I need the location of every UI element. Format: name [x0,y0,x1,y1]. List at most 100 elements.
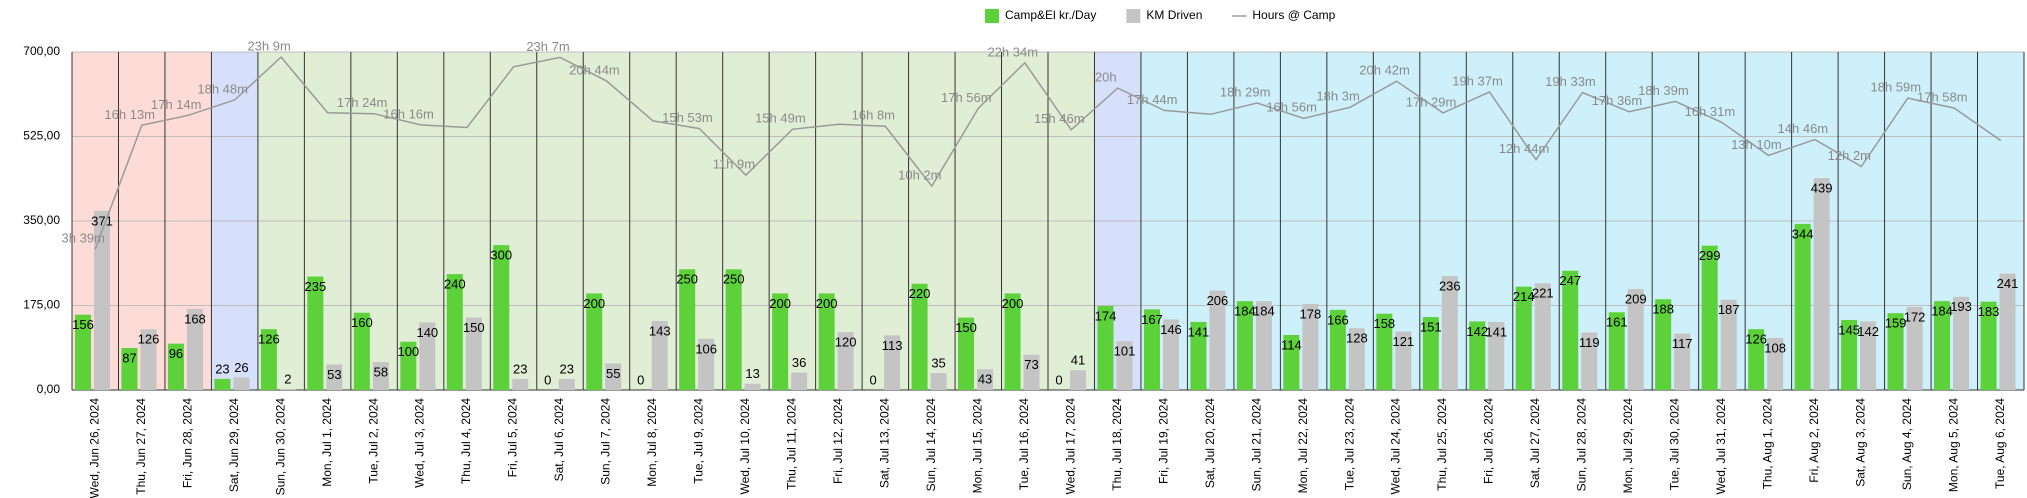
x-tick-label: Sat, Aug 3, 2024 [1854,398,1868,487]
x-tick-label: Tue, Aug 6, 2024 [1993,398,2007,489]
data-label: 35 [931,356,945,371]
line-label: 15h 46m [1034,111,1085,126]
legend-label: Hours @ Camp [1252,8,1335,22]
bar [1376,313,1393,390]
bar [493,245,510,390]
data-label: 183 [1978,304,2000,319]
bar [1348,328,1365,390]
bar [1720,299,1737,390]
line-label: 12h 44m [1499,141,1550,156]
bar [1953,296,1970,390]
data-label: 220 [909,286,931,301]
x-tick-label: Mon, Jul 22, 2024 [1296,398,1310,494]
bar [1515,286,1532,390]
data-label: 143 [649,323,671,338]
x-tick-label: Wed, Jul 31, 2024 [1714,398,1728,495]
bar [772,293,789,390]
line-label: 18h 48m [197,81,248,96]
x-tick-label: Sat, Jul 27, 2024 [1528,398,1542,488]
line-label: 18h 59m [1871,80,1922,95]
data-label: 145 [1838,322,1860,337]
x-tick-label: Mon, Aug 5, 2024 [1946,398,1960,492]
data-label: 73 [1024,357,1038,372]
data-label: 141 [1485,324,1507,339]
bar [930,373,947,390]
data-label: 101 [1114,344,1136,359]
x-tick-label: Thu, Jul 18, 2024 [1110,398,1124,491]
x-tick-label: Fri, Jul 12, 2024 [831,398,845,484]
bar [558,378,575,390]
x-tick-label: Mon, Jul 8, 2024 [645,398,659,487]
bar [307,276,324,390]
data-label: 0 [637,372,644,387]
line-label: 18h 29m [1220,84,1271,99]
line-label: 17h 29m [1406,94,1457,109]
bar [1255,301,1272,390]
data-label: 140 [416,325,438,340]
bar [1441,276,1458,390]
x-tick-label: Thu, Jul 25, 2024 [1435,398,1449,491]
line-label: 18h 3m [1316,89,1359,104]
bar [167,343,184,390]
line-label: 17h 44m [1127,92,1178,107]
line-label: 16h 31m [1685,104,1736,119]
data-label: 174 [1095,308,1117,323]
data-label: 26 [234,360,248,375]
data-label: 141 [1188,324,1210,339]
data-label: 126 [138,332,160,347]
x-tick-label: Sun, Aug 4, 2024 [1900,398,1914,490]
bar [1794,223,1811,390]
data-label: 23 [560,361,574,376]
x-tick-label: Fri, Jul 26, 2024 [1482,398,1496,484]
data-label: 158 [1373,316,1395,331]
data-label: 150 [463,320,485,335]
bar [1209,290,1226,390]
bar [1395,331,1412,390]
line-label: 3h 39m [62,230,105,245]
bar [679,269,696,390]
line-series [94,56,2002,250]
bar [1841,319,1858,390]
bar [512,378,529,390]
x-tick-label: Tue, Jul 9, 2024 [692,398,706,484]
bar [1701,245,1718,390]
bar [1627,289,1644,390]
data-label: 200 [1002,296,1024,311]
x-tick-label: Sun, Jul 7, 2024 [599,398,613,485]
data-label: 2 [284,371,291,386]
bar [260,329,277,390]
data-label: 23 [215,361,229,376]
data-label: 187 [1718,302,1740,317]
line-label: 20h 44m [569,62,620,77]
bar [1934,301,1951,390]
y-tick-label: 175,00 [23,298,60,312]
x-tick-label: Mon, Jul 29, 2024 [1621,398,1635,494]
data-label: 142 [1857,324,1879,339]
data-label: 300 [490,248,512,263]
legend-swatch [1126,9,1141,23]
data-label: 166 [1327,312,1349,327]
bar [1329,309,1346,390]
bar [465,317,482,390]
bar [1887,313,1904,390]
data-label: 236 [1439,278,1461,293]
bar [279,389,296,390]
bar [1980,301,1997,390]
line-label: 16h 56m [1266,100,1317,115]
data-label: 100 [397,344,419,359]
x-tick-label: Fri, Jul 5, 2024 [506,398,520,478]
bar [911,283,928,390]
data-label: 439 [1811,180,1833,195]
data-label: 184 [1931,304,1953,319]
x-tick-label: Sat, Jul 13, 2024 [878,398,892,488]
x-tick-label: Wed, Jul 3, 2024 [413,398,427,488]
data-label: 150 [955,320,977,335]
line-label: 17h 24m [337,95,388,110]
line-label: 19h 33m [1545,74,1596,89]
bar [698,338,715,390]
data-label: 209 [1625,292,1647,307]
y-tick-label: 525,00 [23,129,60,143]
bar [446,274,463,390]
